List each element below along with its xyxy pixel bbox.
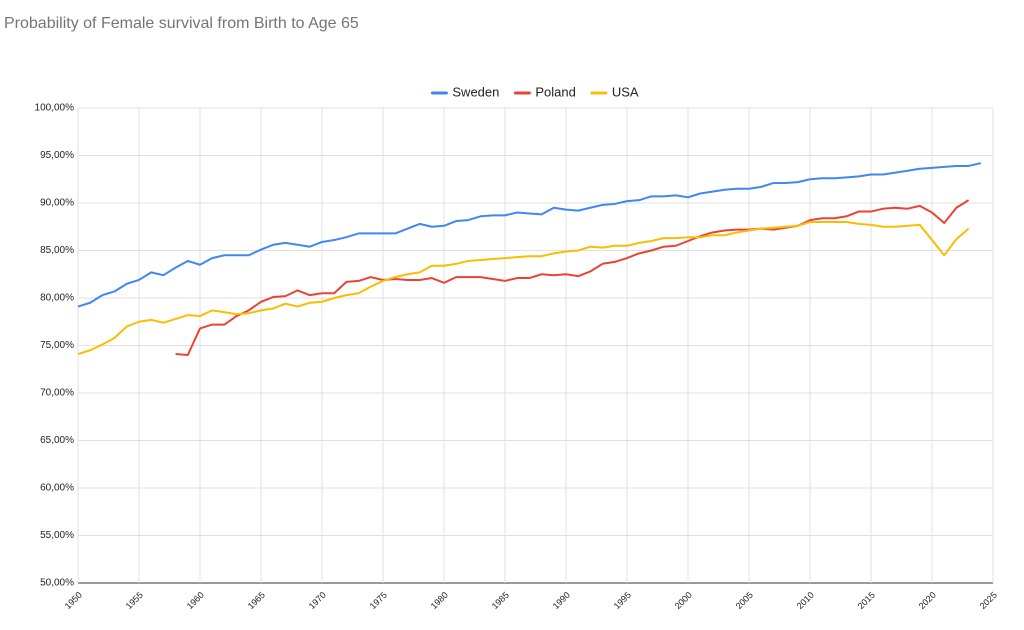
y-tick-label: 90,00% bbox=[40, 198, 74, 209]
y-tick-label: 50,00% bbox=[40, 578, 74, 589]
y-tick-label: 95,00% bbox=[40, 150, 74, 161]
x-tick-label: 1985 bbox=[490, 590, 511, 611]
y-tick-label: 60,00% bbox=[40, 483, 74, 494]
series-line bbox=[175, 199, 970, 356]
plot bbox=[77, 162, 982, 356]
x-tick-label: 2010 bbox=[795, 590, 816, 611]
legend-label: Poland bbox=[535, 84, 575, 99]
x-tick-label: 2020 bbox=[917, 590, 938, 611]
x-tick-label: 2015 bbox=[856, 590, 877, 611]
x-tick-label: 2025 bbox=[978, 590, 999, 611]
x-tick-label: 1955 bbox=[124, 590, 145, 611]
y-tick-label: 70,00% bbox=[40, 388, 74, 399]
y-tick-label: 85,00% bbox=[40, 245, 74, 256]
y-tick-label: 100,00% bbox=[35, 103, 75, 114]
chart-title: Probability of Female survival from Birt… bbox=[4, 15, 359, 32]
y-tick-label: 65,00% bbox=[40, 435, 74, 446]
x-tick-label: 1970 bbox=[307, 590, 328, 611]
y-tick-label: 80,00% bbox=[40, 293, 74, 304]
series-line bbox=[77, 162, 982, 308]
legend-label: Sweden bbox=[452, 84, 499, 99]
series-line bbox=[77, 221, 970, 356]
x-tick-label: 1980 bbox=[429, 590, 450, 611]
grid: 50,00% 55,00% 60,00% 65,00% 70,00% 75,00% 80,0… bbox=[35, 103, 999, 611]
x-tick-label: 2005 bbox=[734, 590, 755, 611]
x-tick-label: 1950 bbox=[63, 590, 84, 611]
x-tick-label: 1960 bbox=[185, 590, 206, 611]
x-tick-label: 1990 bbox=[551, 590, 572, 611]
legend: Sweden Poland USA bbox=[430, 84, 639, 99]
legend-label: USA bbox=[612, 84, 639, 99]
y-tick-label: 75,00% bbox=[40, 340, 74, 351]
x-tick-label: 1975 bbox=[368, 590, 389, 611]
x-tick-label: 2000 bbox=[673, 590, 694, 611]
y-tick-label: 55,00% bbox=[40, 530, 74, 541]
x-tick-label: 1995 bbox=[612, 590, 633, 611]
x-tick-label: 1965 bbox=[246, 590, 267, 611]
